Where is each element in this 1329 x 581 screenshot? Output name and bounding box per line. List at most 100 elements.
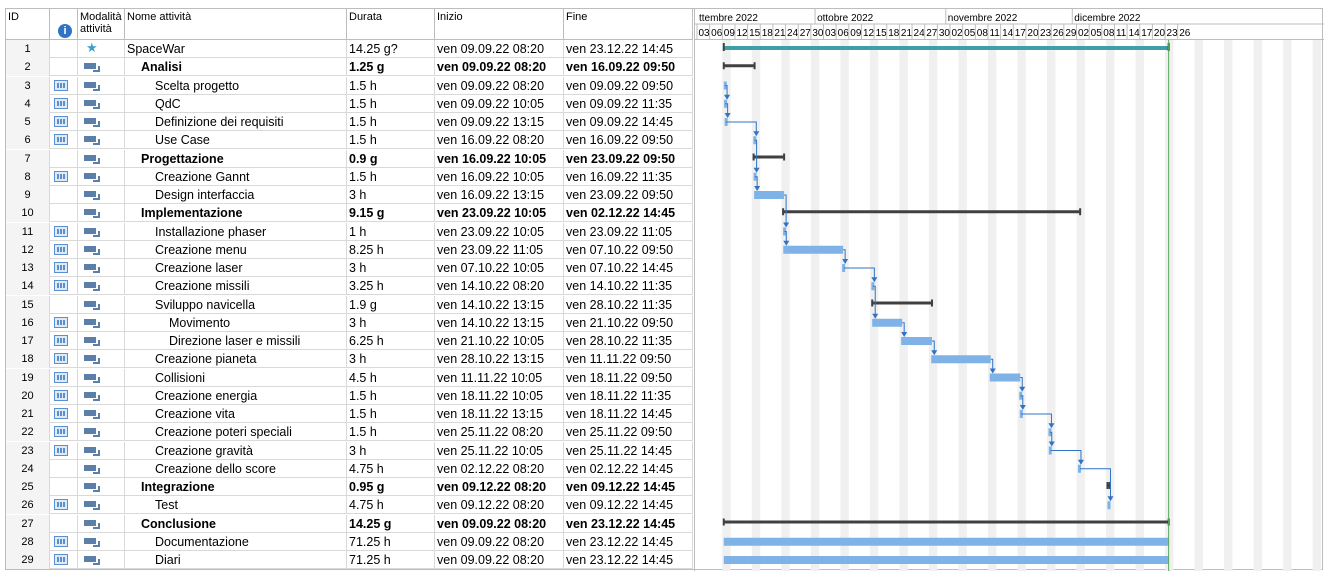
mode-cell[interactable] (78, 423, 125, 442)
task-name[interactable]: QdC (125, 94, 347, 113)
task-row[interactable]: 19 Collisioni 4.5 h ven 11.11.22 10:05 ven 1… (6, 368, 693, 387)
task-start[interactable]: ven 09.09.22 08:20 (435, 514, 564, 533)
task-start[interactable]: ven 16.09.22 10:05 (435, 167, 564, 186)
mode-cell[interactable] (78, 478, 125, 496)
task-row[interactable]: 14 Creazione missili 3.25 h ven 14.10.22 08… (6, 277, 693, 296)
task-row[interactable]: 13 Creazione laser 3 h ven 07.10.22 10:05 ve… (6, 259, 693, 277)
task-duration[interactable]: 3 h (347, 350, 435, 369)
task-start[interactable]: ven 09.09.22 08:20 (435, 40, 564, 58)
task-start[interactable]: ven 07.10.22 10:05 (435, 259, 564, 277)
task-name[interactable]: SpaceWar (125, 40, 347, 58)
task-end[interactable]: ven 02.12.22 14:45 (564, 204, 693, 223)
task-start[interactable]: ven 14.10.22 13:15 (435, 295, 564, 314)
task-id[interactable]: 7 (6, 149, 50, 168)
mode-cell[interactable] (78, 76, 125, 95)
task-end[interactable]: ven 09.09.22 14:45 (564, 113, 693, 131)
task-id[interactable]: 24 (6, 459, 50, 478)
task-end[interactable]: ven 28.10.22 11:35 (564, 295, 693, 314)
task-id[interactable]: 19 (6, 368, 50, 387)
mode-cell[interactable] (78, 313, 125, 332)
task-name[interactable]: Implementazione (125, 204, 347, 223)
mode-cell[interactable] (78, 186, 125, 204)
mode-cell[interactable] (78, 441, 125, 460)
task-start[interactable]: ven 09.09.22 10:05 (435, 94, 564, 113)
task-duration[interactable]: 3 h (347, 259, 435, 277)
task-start[interactable]: ven 18.11.22 10:05 (435, 386, 564, 405)
task-name[interactable]: Diari (125, 551, 347, 569)
task-end[interactable]: ven 23.09.22 11:05 (564, 222, 693, 241)
task-id[interactable]: 3 (6, 76, 50, 95)
task-row[interactable]: 11 Installazione phaser 1 h ven 23.09.22 10… (6, 222, 693, 241)
task-duration[interactable]: 0.9 g (347, 149, 435, 168)
task-name[interactable]: Creazione vita (125, 405, 347, 423)
mode-cell[interactable] (78, 551, 125, 569)
mode-cell[interactable] (78, 332, 125, 350)
task-id[interactable]: 13 (6, 259, 50, 277)
mode-cell[interactable] (78, 405, 125, 423)
task-start[interactable]: ven 18.11.22 13:15 (435, 405, 564, 423)
task-duration[interactable]: 1.5 h (347, 131, 435, 150)
task-name[interactable]: Installazione phaser (125, 222, 347, 241)
task-duration[interactable]: 8.25 h (347, 240, 435, 259)
task-duration[interactable]: 9.15 g (347, 204, 435, 223)
task-end[interactable]: ven 18.11.22 14:45 (564, 405, 693, 423)
task-name[interactable]: Creazione poteri speciali (125, 423, 347, 442)
task-duration[interactable]: 1.5 h (347, 423, 435, 442)
task-duration[interactable]: 1 h (347, 222, 435, 241)
task-start[interactable]: ven 16.09.22 08:20 (435, 131, 564, 150)
task-id[interactable]: 11 (6, 222, 50, 241)
task-end[interactable]: ven 16.09.22 11:35 (564, 167, 693, 186)
mode-cell[interactable] (78, 113, 125, 131)
task-id[interactable]: 9 (6, 186, 50, 204)
task-start[interactable]: ven 14.10.22 08:20 (435, 277, 564, 296)
task-end[interactable]: ven 11.11.22 09:50 (564, 350, 693, 369)
task-start[interactable]: ven 09.12.22 08:20 (435, 496, 564, 515)
task-id[interactable]: 20 (6, 386, 50, 405)
task-id[interactable]: 1 (6, 40, 50, 58)
task-id[interactable]: 18 (6, 350, 50, 369)
task-name[interactable]: Analisi (125, 58, 347, 77)
mode-cell[interactable] (78, 222, 125, 241)
mode-cell[interactable] (78, 167, 125, 186)
task-start[interactable]: ven 11.11.22 10:05 (435, 368, 564, 387)
column-header-id[interactable]: ID (6, 9, 50, 40)
task-end[interactable]: ven 16.09.22 09:50 (564, 58, 693, 77)
task-start[interactable]: ven 16.09.22 13:15 (435, 186, 564, 204)
task-id[interactable]: 26 (6, 496, 50, 515)
task-duration[interactable]: 71.25 h (347, 551, 435, 569)
column-header-indicators[interactable]: i (50, 9, 78, 40)
task-row[interactable]: 24 Creazione dello score 4.75 h ven 02.12.2… (6, 459, 693, 478)
task-end[interactable]: ven 21.10.22 09:50 (564, 313, 693, 332)
task-duration[interactable]: 1.5 h (347, 167, 435, 186)
task-start[interactable]: ven 09.09.22 13:15 (435, 113, 564, 131)
task-name[interactable]: Creazione missili (125, 277, 347, 296)
task-duration[interactable]: 1.5 h (347, 386, 435, 405)
task-row[interactable]: 20 Creazione energia 1.5 h ven 18.11.22 10:… (6, 386, 693, 405)
task-end[interactable]: ven 09.09.22 09:50 (564, 76, 693, 95)
task-row[interactable]: 28 Documentazione 71.25 h ven 09.09.22 08:2… (6, 532, 693, 551)
task-id[interactable]: 21 (6, 405, 50, 423)
mode-cell[interactable] (78, 204, 125, 223)
task-id[interactable]: 2 (6, 58, 50, 77)
task-row[interactable]: 7 Progettazione 0.9 g ven 16.09.22 10:05 ven… (6, 149, 693, 168)
task-start[interactable]: ven 23.09.22 10:05 (435, 222, 564, 241)
task-id[interactable]: 15 (6, 295, 50, 314)
task-duration[interactable]: 4.75 h (347, 496, 435, 515)
task-duration[interactable]: 3 h (347, 186, 435, 204)
task-name[interactable]: Use Case (125, 131, 347, 150)
task-name[interactable]: Sviluppo navicella (125, 295, 347, 314)
task-start[interactable]: ven 25.11.22 10:05 (435, 441, 564, 460)
task-row[interactable]: 10 Implementazione 9.15 g ven 23.09.22 10:0… (6, 204, 693, 223)
mode-cell[interactable] (78, 496, 125, 515)
task-start[interactable]: ven 09.09.22 08:20 (435, 76, 564, 95)
column-header-end[interactable]: Fine (564, 9, 693, 40)
task-start[interactable]: ven 23.09.22 10:05 (435, 204, 564, 223)
task-row[interactable]: 16 Movimento 3 h ven 14.10.22 13:15 ven 21.1… (6, 313, 693, 332)
task-end[interactable]: ven 18.11.22 11:35 (564, 386, 693, 405)
task-row[interactable]: 29 Diari 71.25 h ven 09.09.22 08:20 ven 23.1… (6, 551, 693, 569)
task-end[interactable]: ven 07.10.22 14:45 (564, 259, 693, 277)
task-duration[interactable]: 1.5 h (347, 76, 435, 95)
task-duration[interactable]: 1.9 g (347, 295, 435, 314)
task-start[interactable]: ven 21.10.22 10:05 (435, 332, 564, 350)
mode-cell[interactable] (78, 368, 125, 387)
